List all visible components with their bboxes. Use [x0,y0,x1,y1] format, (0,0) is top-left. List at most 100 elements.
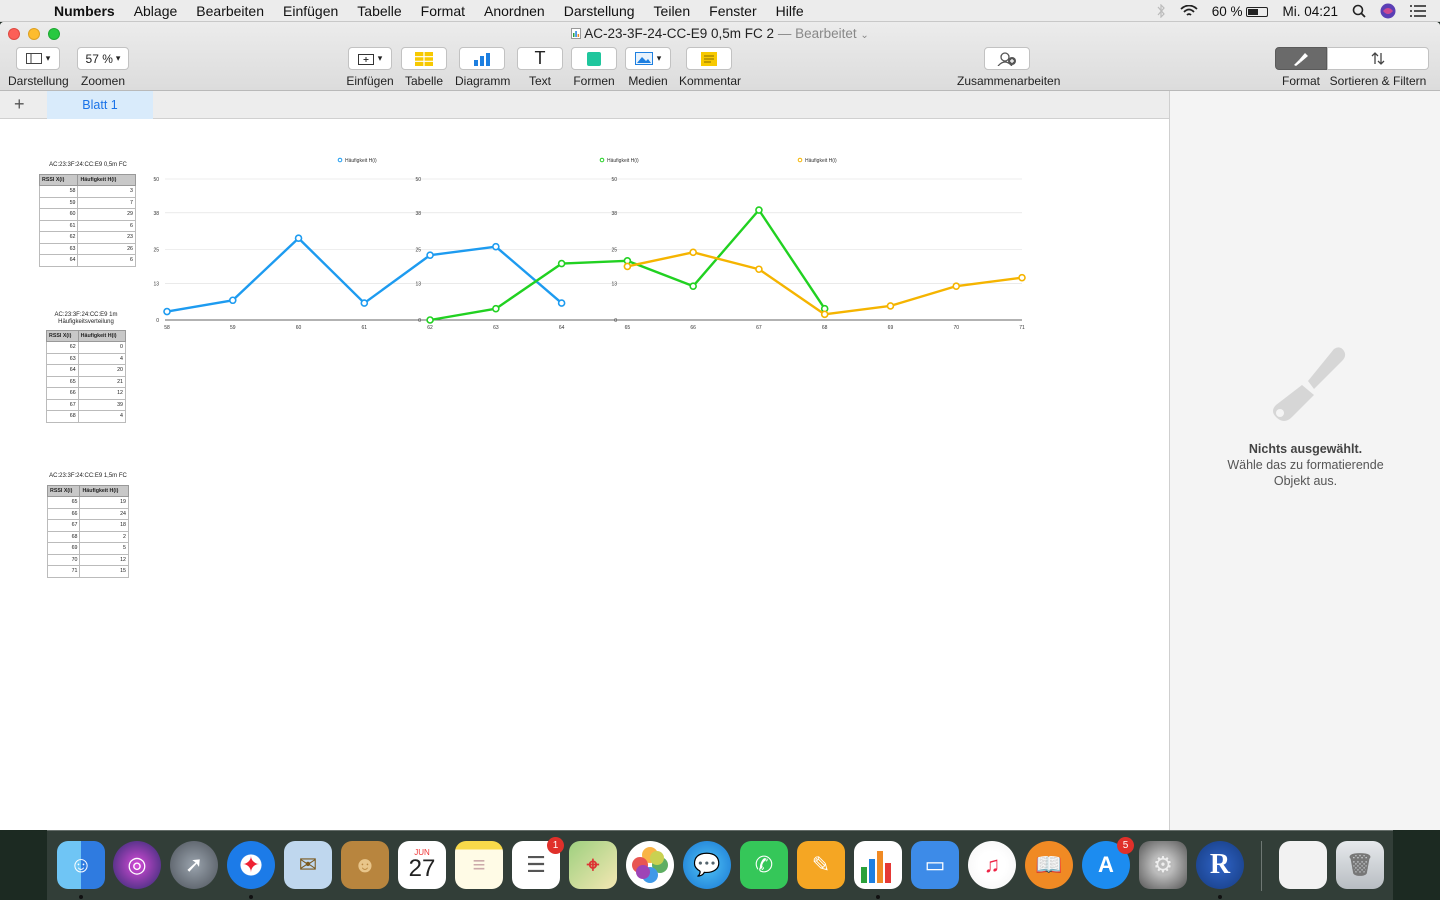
table-cell[interactable]: 62 [38,231,79,244]
table-row[interactable]: 66 12 [46,387,127,400]
table-cell[interactable]: 24 [79,507,129,520]
ibooks-icon[interactable]: 📖 [1025,841,1073,889]
table-header[interactable]: RSSI X(i) [46,330,79,342]
table-row[interactable]: 66 24 [46,507,129,520]
battery-status[interactable]: 60 % [1212,4,1269,19]
table-cell[interactable]: 64 [38,254,79,267]
table-row[interactable]: 58 3 [38,185,136,198]
table-cell[interactable]: 19 [79,496,129,509]
table-cell[interactable]: 69 [46,542,81,555]
table-cell[interactable]: 66 [46,387,79,400]
table-row[interactable]: 70 12 [46,553,129,566]
messages-icon[interactable]: 💬 [683,841,731,889]
data-table-3[interactable]: RSSI X(i) Häufigkeit H(i) 65 19 66 24 67 18 … [46,485,129,578]
table-cell[interactable]: 68 [46,410,79,423]
system-preferences-icon[interactable]: ⚙ [1139,841,1187,889]
table-header[interactable]: Häufigkeit H(i) [77,174,136,186]
table-row[interactable]: 69 5 [46,542,129,555]
table-row[interactable]: 65 21 [46,375,127,388]
safari-icon[interactable]: ✦ [227,841,275,889]
table-row[interactable]: 65 19 [46,496,129,509]
table-row[interactable]: 63 4 [46,352,127,365]
table-cell[interactable]: 29 [77,208,136,221]
table-cell[interactable]: 64 [46,364,79,377]
add-sheet-button[interactable]: + [14,94,25,114]
menu-format[interactable]: Format [420,2,465,19]
table-cell[interactable]: 6 [77,254,136,267]
menu-hilfe[interactable]: Hilfe [775,2,804,19]
table-cell[interactable]: 12 [77,387,127,400]
media-control[interactable]: ▾ [625,47,671,70]
table-row[interactable]: 62 23 [38,231,136,244]
menu-bearbeiten[interactable]: Bearbeiten [196,2,264,19]
zoom-window-button[interactable] [48,28,60,40]
table-row[interactable]: 62 0 [46,341,127,354]
table-cell[interactable]: 7 [77,196,136,209]
text-button[interactable]: T Text [517,47,563,88]
table-cell[interactable]: 3 [77,185,136,198]
keynote-icon[interactable]: ▭ [911,841,959,889]
comment-button[interactable]: Kommentar [679,47,741,88]
facetime-icon[interactable]: ✆ [740,841,788,889]
table-cell[interactable]: 67 [46,519,81,532]
pages-icon[interactable]: ✎ [797,841,845,889]
title-chevron-icon[interactable]: ⌄ [860,30,869,41]
table-cell[interactable]: 26 [77,242,136,255]
table-row[interactable]: 67 39 [46,398,127,411]
table-row[interactable]: 61 6 [38,219,136,232]
table-row[interactable]: 60 29 [38,208,136,221]
table-row[interactable]: 63 26 [38,242,136,255]
notes-icon[interactable]: ≡ [455,841,503,889]
menu-ablage[interactable]: Ablage [133,2,178,19]
table-header[interactable]: Häufigkeit H(i) [79,485,129,497]
media-button[interactable]: ▾ Medien [625,47,671,88]
launchpad-icon[interactable]: ➚ [170,841,218,889]
collaborate-control[interactable] [984,47,1030,70]
maps-icon[interactable]: ⌖ [569,841,617,889]
collaborate-button[interactable]: Zusammenarbeiten [957,47,1060,88]
shapes-button[interactable]: Formen [571,47,617,88]
table-cell[interactable]: 39 [77,398,127,411]
table-cell[interactable]: 2 [79,530,129,543]
siri-icon[interactable] [1380,3,1396,19]
table-cell[interactable]: 63 [38,242,79,255]
menu-teilen[interactable]: Teilen [653,2,691,19]
zoom-select[interactable]: 57 % ▾ [77,47,129,70]
insert-menu-control[interactable]: ▾ [348,47,392,70]
table-cell[interactable]: 20 [77,364,127,377]
numbers-app-icon[interactable] [854,841,902,889]
data-table-2[interactable]: RSSI X(i) Häufigkeit H(i) 62 0 63 4 64 20 65… [46,330,127,423]
itunes-icon[interactable]: ♫ [968,841,1016,889]
table-row[interactable]: 64 6 [38,254,136,267]
finder-icon[interactable]: ☺ [57,841,105,889]
table-row[interactable]: 59 7 [38,196,136,209]
notification-center-icon[interactable] [1410,5,1426,17]
line-chart[interactable]: 0 0 0 13 13 13 25 25 25 38 38 38 50 50 50 58 59 60 61 62 63 6… [140,154,1040,339]
table-cell[interactable]: 65 [46,375,79,388]
photos-icon[interactable] [626,841,674,889]
table-row[interactable]: 64 20 [46,364,127,377]
format-button[interactable]: Format [1275,47,1327,88]
bluetooth-icon[interactable] [1156,4,1166,18]
table-cell[interactable]: 68 [46,530,81,543]
shapes-control[interactable] [571,47,617,70]
table-cell[interactable]: 0 [77,341,127,354]
table-cell[interactable]: 61 [38,219,79,232]
table-cell[interactable]: 15 [79,565,129,578]
text-control[interactable]: T [517,47,563,70]
reminders-icon[interactable]: ☰ 1 [512,837,564,889]
clock[interactable]: Mi. 04:21 [1282,3,1338,19]
menu-einfuegen[interactable]: Einfügen [283,2,339,19]
table-cell[interactable]: 67 [46,398,79,411]
sort-filter-control[interactable] [1327,47,1429,70]
table-cell[interactable]: 21 [77,375,127,388]
wifi-icon[interactable] [1180,4,1198,18]
chart-button[interactable]: Diagramm [455,47,510,88]
table-cell[interactable]: 65 [46,496,81,509]
minimize-window-button[interactable] [28,28,40,40]
data-table-1[interactable]: RSSI X(i) Häufigkeit H(i) 58 3 59 7 60 29 61… [38,174,136,267]
table-cell[interactable]: 63 [46,352,79,365]
table-row[interactable]: 71 15 [46,565,129,578]
table-cell[interactable]: 23 [77,231,136,244]
table-row[interactable]: 67 18 [46,519,129,532]
